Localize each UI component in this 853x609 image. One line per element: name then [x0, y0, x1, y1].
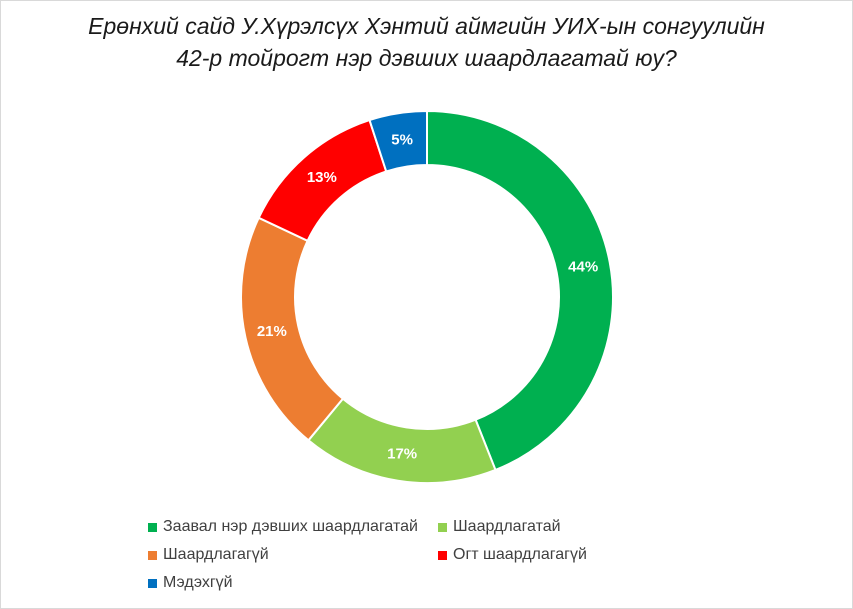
legend-label: Шаардлагатай [453, 518, 561, 535]
legend-swatch [438, 550, 447, 560]
legend-swatch [148, 522, 157, 532]
legend-item-4: Мэдэхгүй [148, 574, 233, 592]
donut-data-label-3: 13% [307, 169, 337, 186]
chart-legend: Заавал нэр дэвших шаардлагатай Шаардлагат… [148, 518, 708, 602]
legend-label: Мэдэхгүй [163, 574, 233, 591]
legend-label: Шаардлагагүй [163, 546, 269, 563]
chart-title-line-1: Ерөнхий сайд У.Хүрэлсүх Хэнтий аймгийн У… [88, 13, 765, 39]
legend-label: Огт шаардлагагүй [453, 546, 587, 563]
legend-swatch [148, 578, 157, 588]
legend-item-0: Заавал нэр дэвших шаардлагатай [148, 518, 418, 536]
donut-data-label-0: 44% [568, 259, 598, 276]
donut-data-label-1: 17% [387, 446, 417, 463]
legend-swatch [148, 550, 157, 560]
donut-slice-1 [307, 397, 497, 484]
legend-label: Заавал нэр дэвших шаардлагатай [163, 518, 418, 535]
chart-title-line-2: 42-р тойрогт нэр дэвших шаардлагатай юу? [176, 45, 677, 71]
donut-slice-4 [368, 109, 428, 173]
legend-item-2: Шаардлагагүй [148, 546, 269, 564]
chart-title: Ерөнхий сайд У.Хүрэлсүх Хэнтий аймгийн У… [40, 10, 813, 74]
legend-item-3: Огт шаардлагагүй [438, 546, 587, 564]
donut-data-label-4: 5% [391, 131, 413, 148]
legend-swatch [438, 522, 447, 532]
legend-item-1: Шаардлагатай [438, 518, 561, 536]
donut-data-label-2: 21% [257, 323, 287, 340]
donut-slice-0 [426, 109, 614, 472]
